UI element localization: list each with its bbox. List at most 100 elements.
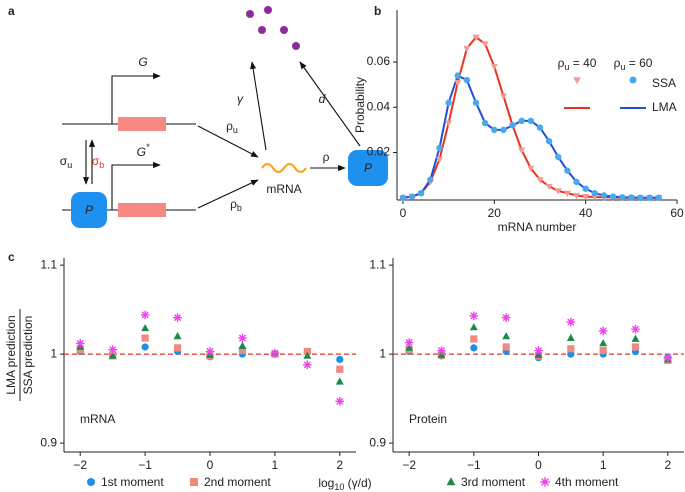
- arrow: [197, 179, 259, 209]
- x-tick-label: 2: [336, 458, 343, 472]
- marker: [582, 185, 589, 192]
- marker: [491, 126, 498, 134]
- marker: [463, 76, 471, 84]
- marker: [445, 120, 453, 127]
- x-axis-label-part: log: [318, 476, 334, 490]
- arrow: [250, 61, 267, 151]
- marker: [303, 360, 312, 370]
- marker: [502, 331, 511, 340]
- line: [402, 74, 659, 199]
- diagram-label: P: [85, 203, 93, 217]
- marker: [618, 194, 626, 201]
- y-tick-label: 1: [50, 346, 57, 360]
- dot: [264, 6, 272, 14]
- marker: [205, 347, 215, 356]
- dot: [280, 26, 288, 34]
- legend-swatch: [87, 478, 95, 486]
- dot: [292, 42, 300, 50]
- y-tick-label: 0.06: [367, 54, 391, 68]
- diagram-label: γ: [237, 92, 244, 106]
- legend-swatch: [446, 477, 456, 486]
- marker: [437, 346, 446, 355]
- diagram-label: σu: [60, 154, 72, 170]
- legend-label: 1st moment: [101, 475, 164, 489]
- diagram-label-part: σ: [60, 154, 68, 168]
- x-tick-label: 1: [600, 458, 607, 472]
- marker: [555, 153, 562, 161]
- y-axis-label: Probability: [353, 77, 367, 133]
- diagram-label: mRNA: [266, 182, 301, 196]
- diagram-label: ρu: [226, 119, 238, 135]
- marker: [303, 347, 311, 356]
- x-tick-label: 60: [670, 206, 684, 220]
- legend-header-part: ρ: [558, 56, 565, 70]
- marker: [140, 310, 150, 320]
- x-tick-label: 0: [400, 206, 407, 220]
- degraded-products: [246, 6, 300, 50]
- x-tick-label: 40: [579, 206, 593, 220]
- diagram-label-part: b: [99, 160, 104, 170]
- marker: [141, 323, 150, 332]
- marker: [335, 396, 345, 406]
- marker: [469, 311, 479, 321]
- gene: [118, 203, 166, 217]
- diagram-label-part: u: [233, 125, 238, 135]
- legend-header-part: u: [620, 62, 625, 72]
- marker: [470, 344, 478, 352]
- marker: [445, 99, 452, 106]
- legend-header-part: u: [564, 62, 569, 72]
- legend-swatch: [629, 76, 637, 84]
- diagram-label-part: *: [146, 142, 150, 152]
- y-tick-label: 1.1: [369, 257, 386, 271]
- y-axis-label: LMA prediction: [4, 315, 18, 394]
- marker: [572, 192, 581, 200]
- diagram-label: ρb: [230, 197, 242, 213]
- marker: [173, 331, 182, 340]
- marker: [470, 335, 478, 343]
- marker: [599, 346, 607, 355]
- x-tick-label: 20: [488, 206, 502, 220]
- x-tick-label: −1: [138, 458, 152, 472]
- y-tick-label: 1.1: [40, 257, 57, 271]
- diagram-label: P: [364, 161, 372, 175]
- marker: [238, 333, 247, 343]
- diagram-label-part: ρ: [226, 119, 233, 133]
- marker: [463, 45, 471, 53]
- marker: [469, 323, 478, 331]
- marker: [566, 333, 575, 341]
- marker: [591, 190, 598, 197]
- diagram-label-part: u: [67, 160, 72, 170]
- x-tick-label: 0: [207, 458, 214, 472]
- marker: [404, 338, 414, 347]
- annotation: Protein: [409, 412, 447, 426]
- diagram-label: G*: [137, 142, 150, 159]
- promoter-arrow: [111, 72, 161, 124]
- y-tick-label: 0.02: [367, 145, 391, 159]
- dot: [258, 26, 266, 34]
- marker: [405, 343, 414, 351]
- marker: [481, 119, 489, 127]
- marker: [141, 334, 149, 342]
- marker: [427, 176, 434, 183]
- marker: [490, 63, 498, 71]
- diagram-label: d: [319, 92, 326, 106]
- dot: [246, 10, 254, 18]
- marker: [499, 93, 507, 100]
- mrna-wave: [261, 163, 307, 173]
- marker: [655, 194, 662, 201]
- x-axis-label: log10 (γ/d): [318, 476, 371, 492]
- marker: [518, 147, 526, 155]
- y-axis-label: SSA prediction: [21, 316, 35, 395]
- x-tick-label: −2: [402, 458, 416, 472]
- annotation: mRNA: [80, 412, 115, 426]
- marker: [536, 177, 544, 184]
- marker: [336, 365, 344, 373]
- marker: [303, 351, 312, 359]
- marker: [454, 79, 462, 87]
- x-axis-label: mRNA number: [498, 220, 577, 234]
- diagram-label: G: [138, 55, 147, 69]
- marker: [631, 343, 640, 351]
- marker: [628, 194, 635, 201]
- panel-label: c: [8, 250, 15, 264]
